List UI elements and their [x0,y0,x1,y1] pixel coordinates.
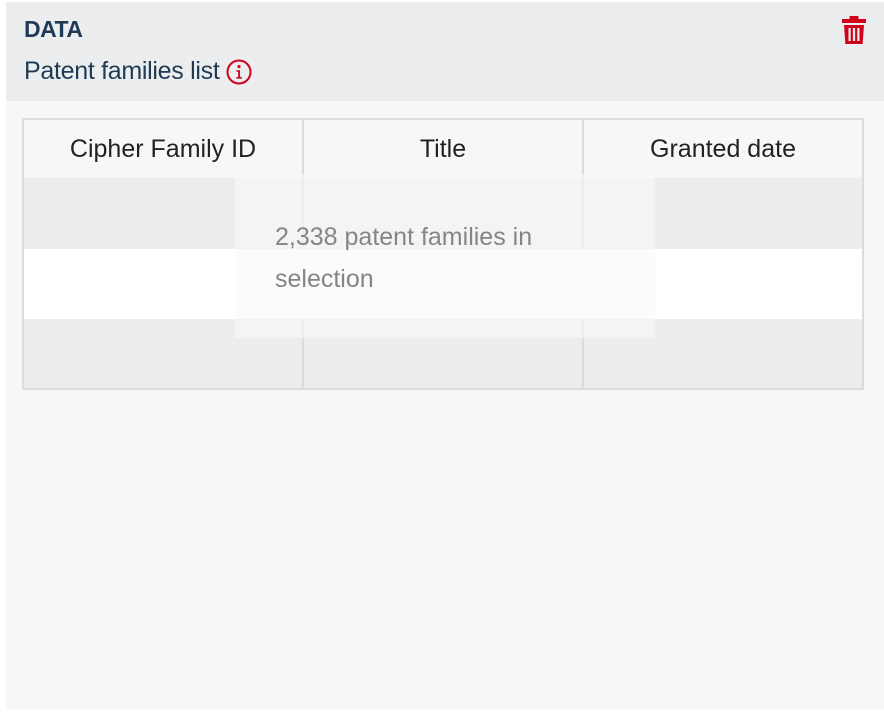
table-cell [24,319,304,388]
data-panel: DATA Patent families list [6,2,884,710]
column-header-title[interactable]: Title [304,120,584,178]
trash-icon[interactable] [840,15,868,45]
table-header: Cipher Family ID Title Granted date [24,120,862,178]
selection-count-message: 2,338 patent families in selection [275,223,533,293]
section-label: DATA [24,16,83,42]
column-header-granted-date[interactable]: Granted date [650,134,796,163]
panel-header: DATA Patent families list [6,2,884,101]
panel-title: Patent families list [24,57,220,85]
table-cell [304,319,584,388]
info-circle-icon[interactable] [225,58,253,86]
selection-count-overlay: 2,338 patent families in selection [235,174,655,338]
panel-title-row: Patent families list [24,57,253,86]
column-header-cipher-family-id[interactable]: Cipher Family ID [24,120,304,178]
